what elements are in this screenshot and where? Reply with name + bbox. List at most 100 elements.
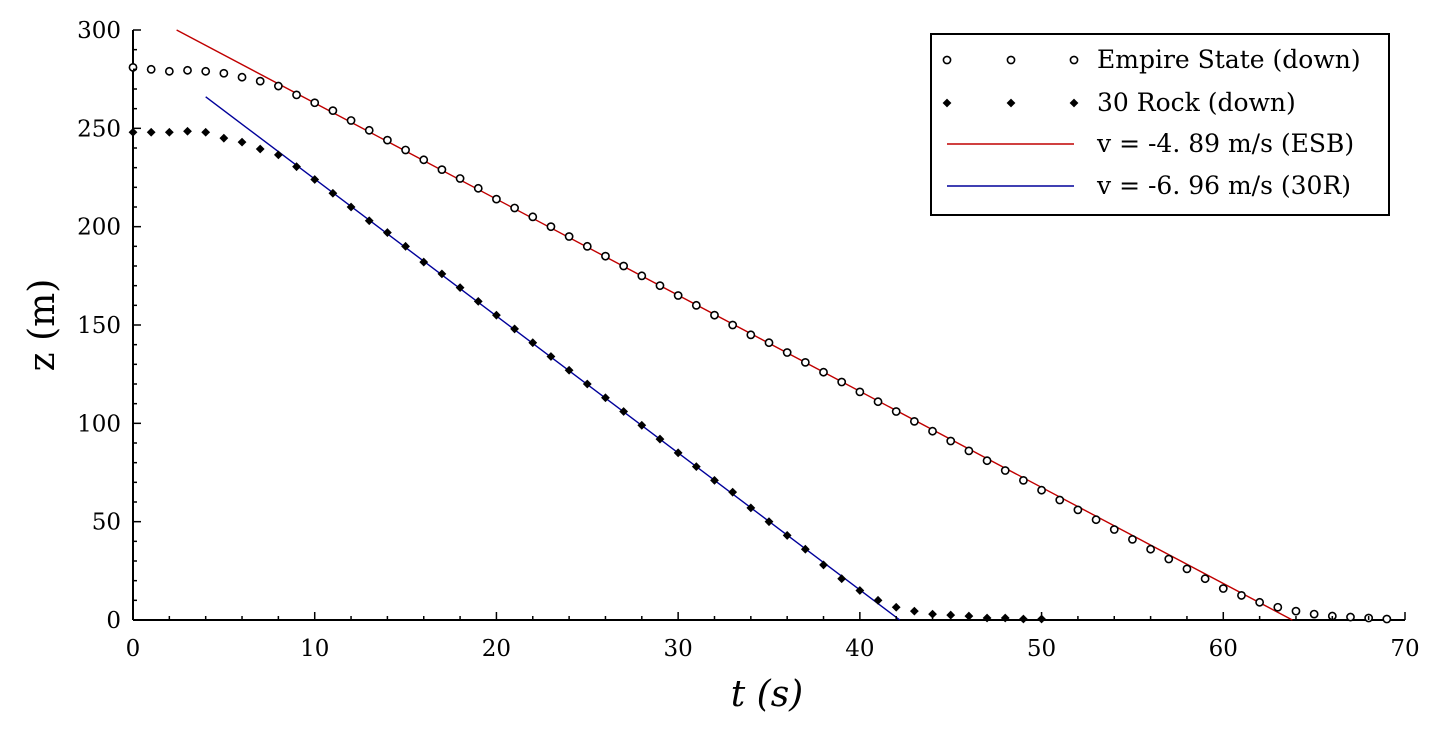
empire-state-point <box>364 125 374 135</box>
legend-marker <box>942 55 952 65</box>
empire-state-point <box>1346 612 1355 622</box>
legend-marker <box>1006 98 1016 108</box>
x-tick-label: 50 <box>1027 636 1056 662</box>
rock30-point <box>364 216 374 226</box>
legend-label: v = -6. 96 m/s (30R) <box>1096 171 1351 200</box>
y-tick-label: 100 <box>77 411 121 437</box>
rock30-point <box>928 609 937 619</box>
rock30-point <box>128 127 138 137</box>
x-tick-label: 30 <box>664 636 693 662</box>
empire-state-point <box>1382 614 1392 624</box>
rock30-point <box>401 241 410 251</box>
rock30-point <box>582 379 592 389</box>
rock30-point <box>782 531 792 540</box>
rock30-point <box>346 202 356 212</box>
empire-state-point <box>1055 495 1065 505</box>
empire-state-point <box>800 357 810 367</box>
empire-state-point <box>183 65 192 75</box>
rock30-point <box>873 595 883 605</box>
rock30-point <box>492 310 501 320</box>
rock30-point <box>1019 614 1028 624</box>
y-axis-ticks: 0 50 100 150 200 250 300 <box>77 18 141 634</box>
empire-state-point <box>710 310 719 320</box>
rock30-point <box>383 228 392 237</box>
empire-state-point <box>1309 609 1319 619</box>
rock30-point <box>473 297 483 306</box>
empire-state-point <box>982 456 992 466</box>
empire-state-point <box>1200 574 1210 584</box>
rock30-point <box>655 434 665 444</box>
rock30-point <box>510 324 519 334</box>
x-tick-label: 70 <box>1390 636 1419 662</box>
rock30-point <box>837 574 847 584</box>
empire-state-point <box>546 222 556 232</box>
rock30-point <box>728 487 738 497</box>
rock30-point <box>310 175 320 184</box>
rock30-point <box>455 283 465 293</box>
rock30-point <box>273 150 283 160</box>
rock30-point <box>619 407 629 416</box>
y-tick-label: 0 <box>106 608 121 634</box>
empire-state-point <box>419 155 429 165</box>
empire-state-point <box>619 261 629 271</box>
rock30-point <box>800 544 810 554</box>
empire-state-point <box>1291 606 1301 616</box>
empire-state-point <box>1073 505 1083 515</box>
x-tick-label: 40 <box>845 636 874 662</box>
empire-state-point <box>909 416 919 426</box>
rock30-point <box>146 127 156 137</box>
legend-marker <box>1069 98 1079 108</box>
rock30-point <box>292 162 301 172</box>
empire-state-point <box>310 98 320 108</box>
empire-state-point <box>1128 534 1137 544</box>
y-tick-label: 300 <box>77 18 121 44</box>
empire-state-point <box>1164 554 1174 564</box>
rock30-point <box>437 269 447 279</box>
empire-state-point <box>1037 485 1046 495</box>
rock30-point <box>219 133 229 143</box>
x-tick-label: 20 <box>482 636 511 662</box>
rock30-point <box>946 610 956 620</box>
rock30-point <box>982 613 992 623</box>
x-tick-label: 0 <box>126 636 141 662</box>
empire-state-point <box>782 348 792 357</box>
rock30-point <box>419 257 429 267</box>
empire-state-point <box>855 387 865 397</box>
empire-state-point <box>837 377 847 387</box>
empire-state-point <box>673 291 683 300</box>
rock30-point <box>255 144 265 154</box>
empire-state-point <box>964 446 974 456</box>
rock30-point <box>710 475 719 485</box>
y-tick-label: 200 <box>77 215 121 241</box>
rock30-point <box>183 126 192 136</box>
rock30-point <box>564 365 574 375</box>
empire-state-point <box>510 203 519 213</box>
empire-state-point <box>601 251 610 261</box>
legend-box <box>930 33 1390 216</box>
legend-label: Empire State (down) <box>1097 45 1361 74</box>
rock30-point <box>164 127 174 137</box>
x-tick-label: 10 <box>300 636 329 662</box>
empire-state-point <box>292 90 301 100</box>
empire-state-point <box>873 397 883 407</box>
rock30-point <box>764 517 774 527</box>
empire-state-point <box>1146 544 1155 554</box>
rock30-point <box>546 352 556 361</box>
empire-state-point <box>819 367 828 377</box>
rock30-point <box>891 602 901 612</box>
y-axis-label: z (m) <box>22 279 63 372</box>
empire-state-point <box>528 212 538 222</box>
rock30-point <box>909 606 919 616</box>
rock30-point <box>673 448 683 458</box>
legend-label: v = -4. 89 m/s (ESB) <box>1096 129 1354 158</box>
empire-state-point <box>637 271 647 281</box>
legend-marker <box>942 98 952 108</box>
empire-state-point <box>1019 475 1028 485</box>
data-markers <box>128 62 1392 624</box>
empire-state-point <box>1000 466 1010 475</box>
empire-state-point <box>1091 515 1101 525</box>
x-axis-label: t (s) <box>731 674 803 715</box>
empire-state-point <box>437 165 447 175</box>
empire-state-point <box>1182 564 1192 574</box>
rock30-point <box>746 503 756 513</box>
